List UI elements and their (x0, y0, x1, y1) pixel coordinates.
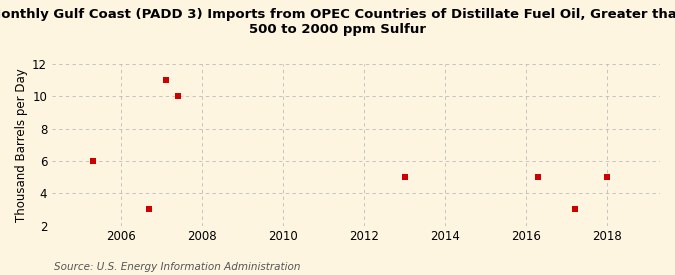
Point (570, 207, 580, 212)
Text: Monthly Gulf Coast (PADD 3) Imports from OPEC Countries of Distillate Fuel Oil, : Monthly Gulf Coast (PADD 3) Imports from… (0, 8, 675, 36)
Point (160, 78, 171, 82)
Point (172, 94, 183, 98)
Y-axis label: Thousand Barrels per Day: Thousand Barrels per Day (15, 68, 28, 222)
Point (87, 159, 98, 163)
Point (533, 175, 544, 179)
Text: Source: U.S. Energy Information Administration: Source: U.S. Energy Information Administ… (54, 262, 300, 272)
Point (144, 207, 155, 212)
Point (399, 175, 410, 179)
Point (602, 175, 613, 179)
